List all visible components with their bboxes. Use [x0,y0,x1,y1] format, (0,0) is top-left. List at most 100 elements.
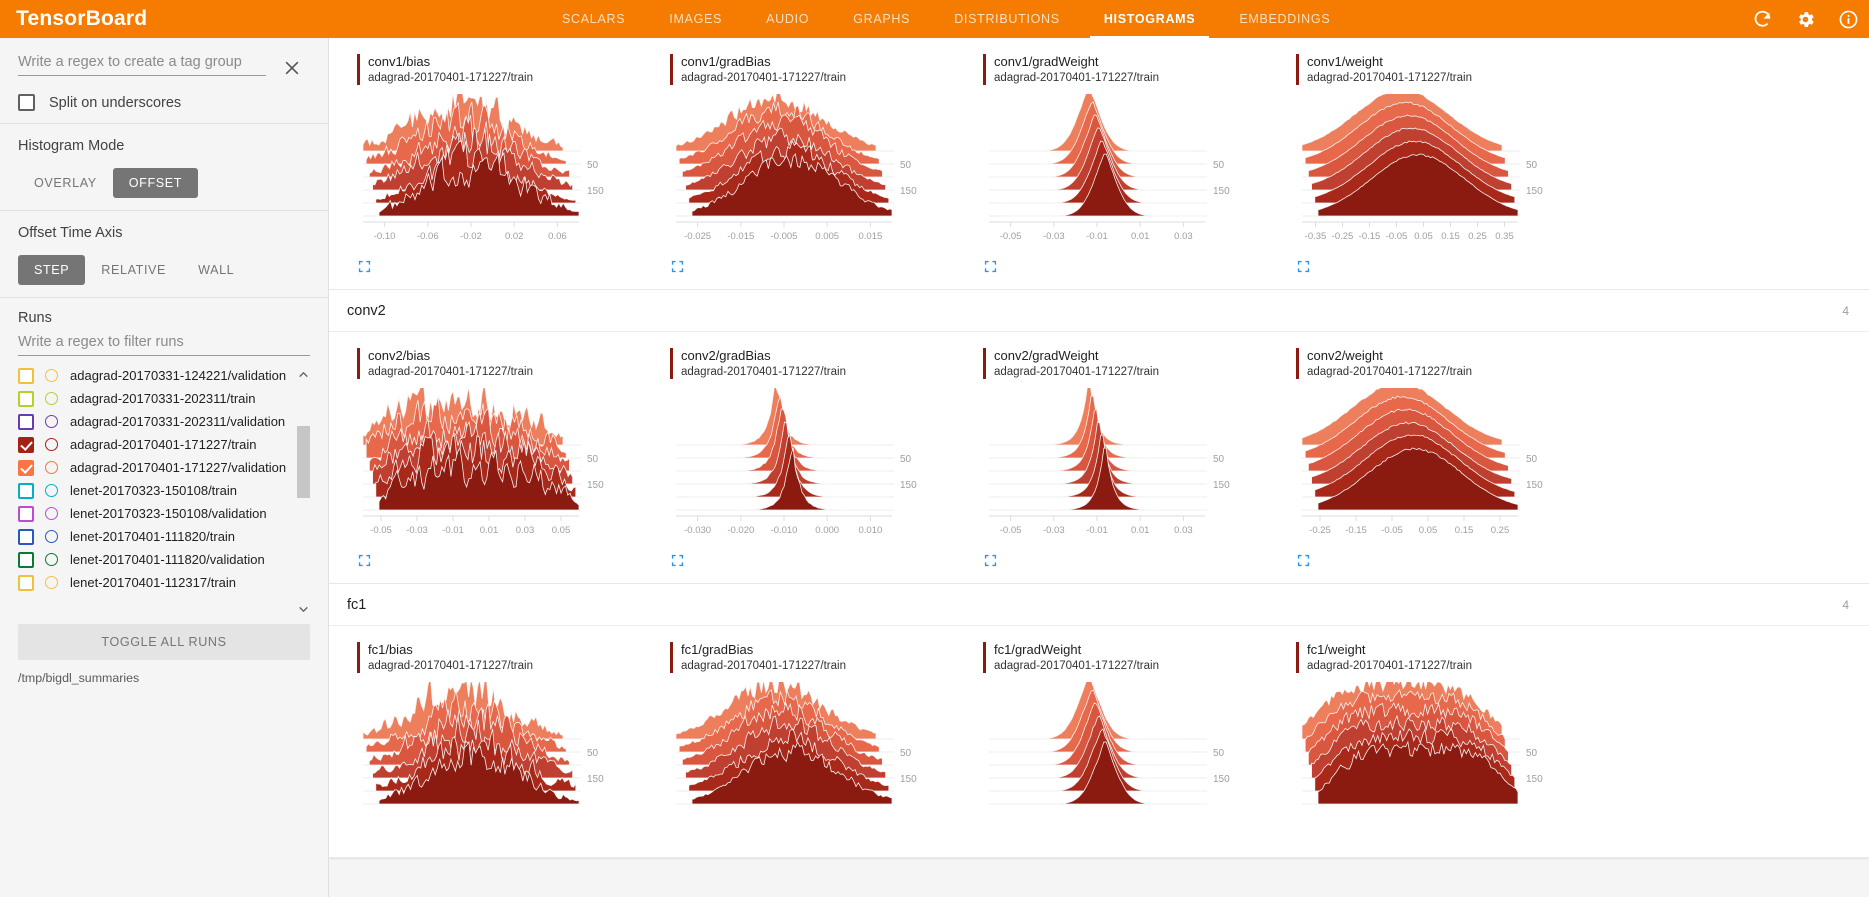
tag-regex-input[interactable] [18,52,266,76]
expand-icon[interactable] [670,259,685,274]
nav-tab-distributions[interactable]: DISTRIBUTIONS [954,12,1060,26]
histogram-plot[interactable]: 50 150 -0.05 -0.03 -0.01 0.01 0.03 0.05 [357,382,625,548]
expand-icon[interactable] [670,553,685,568]
nav-tab-scalars[interactable]: SCALARS [562,12,626,26]
run-color-circle-icon[interactable] [45,438,58,451]
run-item[interactable]: adagrad-20170331-202311/train [18,387,288,410]
nav-tab-images[interactable]: IMAGES [669,12,723,26]
run-item[interactable]: lenet-20170401-111820/validation [18,548,288,571]
run-item[interactable]: adagrad-20170401-171227/train [18,433,288,456]
nav-tab-histograms[interactable]: HISTOGRAMS [1082,0,1218,38]
expand-icon[interactable] [1296,553,1311,568]
plot-area[interactable]: 50 150 [357,676,642,847]
run-color-circle-icon[interactable] [45,576,58,589]
histogram-card[interactable]: conv2/gradBias adagrad-20170401-171227/tr… [670,332,955,583]
histogram-card[interactable]: conv2/bias adagrad-20170401-171227/train 5… [357,332,642,583]
plot-area[interactable]: 50 150 -0.05 -0.03 -0.01 0.01 0.03 0.05 [357,382,642,553]
histogram-card[interactable]: conv1/gradWeight adagrad-20170401-171227/… [983,38,1268,289]
expand-icon[interactable] [357,259,372,274]
run-item[interactable]: adagrad-20170331-124221/validation [18,364,288,387]
plot-area[interactable]: 50 150 [1296,676,1581,847]
run-checkbox[interactable] [18,436,34,453]
plot-area[interactable]: 50 150 -0.025 -0.015 -0.005 0.005 0.015 [670,88,955,259]
histogram-card[interactable]: conv1/gradBias adagrad-20170401-171227/tr… [670,38,955,289]
button-offset[interactable]: OFFSET [112,168,199,198]
nav-tab-embeddings[interactable]: EMBEDDINGS [1239,12,1331,26]
expand-icon[interactable] [1296,259,1311,274]
run-color-circle-icon[interactable] [45,415,58,428]
run-checkbox[interactable] [18,413,34,430]
run-color-circle-icon[interactable] [45,392,58,405]
run-color-circle-icon[interactable] [45,369,58,382]
chevron-up-icon[interactable] [297,366,310,384]
run-item[interactable]: adagrad-20170401-171227/validation [18,456,288,479]
run-item[interactable]: lenet-20170401-112317/train [18,571,288,594]
run-item[interactable]: lenet-20170323-150108/validation [18,502,288,525]
info-icon[interactable] [1838,9,1859,30]
run-color-circle-icon[interactable] [45,553,58,566]
plot-area[interactable]: 50 150 -0.030 -0.020 -0.010 0.000 0.010 [670,382,955,553]
run-checkbox[interactable] [18,367,34,384]
section-header-conv2[interactable]: conv2 4 [329,290,1869,332]
run-color-circle-icon[interactable] [45,484,58,497]
run-checkbox[interactable] [18,390,34,407]
histogram-card[interactable]: conv2/gradWeight adagrad-20170401-171227/… [983,332,1268,583]
gear-icon[interactable] [1795,9,1816,30]
plot-area[interactable]: 50 150 -0.10 -0.06 -0.02 0.02 0.06 [357,87,642,259]
run-item[interactable]: adagrad-20170331-202311/validation [18,410,288,433]
run-checkbox[interactable] [18,528,34,545]
plot-area[interactable]: 50 150 -0.05 -0.03 -0.01 0.01 0.03 [983,382,1268,553]
expand-icon[interactable] [983,259,998,274]
plot-area[interactable]: 50 150 -0.35 -0.25 -0.15 -0.05 0.05 0.15 0.25 0.3… [1296,88,1581,259]
histogram-card[interactable]: fc1/gradBias adagrad-20170401-171227/trai… [670,626,955,857]
histogram-card[interactable]: conv1/weight adagrad-20170401-171227/trai… [1296,38,1581,289]
button-relative[interactable]: RELATIVE [101,263,167,277]
button-overlay[interactable]: OVERLAY [34,176,97,190]
split-on-underscores-checkbox[interactable] [18,94,35,111]
close-icon[interactable] [282,58,302,78]
run-color-circle-icon[interactable] [45,530,58,543]
nav-tab-graphs[interactable]: GRAPHS [853,12,911,26]
histogram-plot[interactable]: 50 150 -0.05 -0.03 -0.01 0.01 0.03 [983,382,1251,548]
run-color-circle-icon[interactable] [45,507,58,520]
expand-icon[interactable] [983,553,998,568]
run-checkbox[interactable] [18,574,34,591]
histogram-plot[interactable]: 50 150 -0.10 -0.06 -0.02 0.02 0.06 [357,87,625,254]
runs-scrollbar[interactable] [297,364,310,620]
run-checkbox[interactable] [18,482,34,499]
run-color-circle-icon[interactable] [45,461,58,474]
run-checkbox[interactable] [18,551,34,568]
histogram-plot[interactable]: 50 150 -0.35 -0.25 -0.15 -0.05 0.05 0.15 0.25 0.3… [1296,88,1564,254]
chevron-down-icon[interactable] [297,600,310,618]
histogram-dashboard[interactable]: conv1/bias adagrad-20170401-171227/train 5… [329,38,1869,897]
plot-area[interactable]: 50 150 [983,676,1268,847]
histogram-card[interactable]: conv2/weight adagrad-20170401-171227/trai… [1296,332,1581,583]
refresh-icon[interactable] [1752,9,1773,30]
histogram-card[interactable]: fc1/weight adagrad-20170401-171227/train 5… [1296,626,1581,857]
runs-scrollbar-thumb[interactable] [297,426,310,498]
histogram-plot[interactable]: 50 150 [670,675,938,842]
plot-area[interactable]: 50 150 [670,675,955,847]
histogram-plot[interactable]: 50 150 [983,676,1251,842]
run-item[interactable]: lenet-20170401-111820/train [18,525,288,548]
run-item[interactable]: lenet-20170323-150108/train [18,479,288,502]
histogram-card[interactable]: conv1/bias adagrad-20170401-171227/train 5… [357,38,642,289]
histogram-plot[interactable]: 50 150 [357,676,625,842]
histogram-plot[interactable]: 50 150 -0.025 -0.015 -0.005 0.005 0.015 [670,88,938,254]
histogram-plot[interactable]: 50 150 -0.030 -0.020 -0.010 0.000 0.010 [670,382,938,548]
histogram-card[interactable]: fc1/gradWeight adagrad-20170401-171227/tr… [983,626,1268,857]
plot-area[interactable]: 50 150 -0.05 -0.03 -0.01 0.01 0.03 [983,88,1268,259]
expand-icon[interactable] [357,553,372,568]
runs-filter-input[interactable] [18,332,310,356]
split-on-underscores-row[interactable]: Split on underscores [18,94,310,111]
section-header-fc1[interactable]: fc1 4 [329,584,1869,626]
nav-tab-audio[interactable]: AUDIO [766,12,810,26]
run-checkbox[interactable] [18,459,34,476]
plot-area[interactable]: 50 150 -0.25 -0.15 -0.05 0.05 0.15 0.25 [1296,382,1581,553]
button-wall[interactable]: WALL [198,263,235,277]
button-step[interactable]: STEP [18,255,86,285]
run-checkbox[interactable] [18,505,34,522]
histogram-card[interactable]: fc1/bias adagrad-20170401-171227/train 50 1… [357,626,642,857]
histogram-plot[interactable]: 50 150 -0.25 -0.15 -0.05 0.05 0.15 0.25 [1296,382,1564,548]
toggle-all-runs-button[interactable]: TOGGLE ALL RUNS [18,624,310,660]
